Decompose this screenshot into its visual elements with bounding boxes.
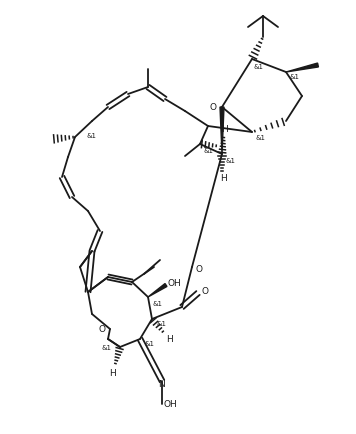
Text: H: H <box>167 335 173 344</box>
Text: O: O <box>210 103 217 112</box>
Text: &1: &1 <box>157 320 167 326</box>
Text: N: N <box>159 380 166 388</box>
Text: OH: OH <box>163 400 177 408</box>
Polygon shape <box>148 284 167 297</box>
Text: &1: &1 <box>145 340 155 346</box>
Text: &1: &1 <box>86 133 96 139</box>
Text: &1: &1 <box>254 64 264 70</box>
Text: H: H <box>221 174 227 183</box>
Polygon shape <box>220 108 224 155</box>
Text: &1: &1 <box>153 300 163 306</box>
Text: H: H <box>109 368 115 378</box>
Text: H: H <box>222 125 229 134</box>
Text: OH: OH <box>167 279 181 288</box>
Text: &1: &1 <box>226 158 236 164</box>
Polygon shape <box>286 64 318 73</box>
Text: &1: &1 <box>290 74 300 80</box>
Text: &1: &1 <box>101 344 111 350</box>
Text: O: O <box>99 325 105 334</box>
Text: O: O <box>195 265 203 274</box>
Text: &1: &1 <box>256 135 266 141</box>
Text: &1: &1 <box>204 148 214 154</box>
Text: O: O <box>201 287 209 296</box>
